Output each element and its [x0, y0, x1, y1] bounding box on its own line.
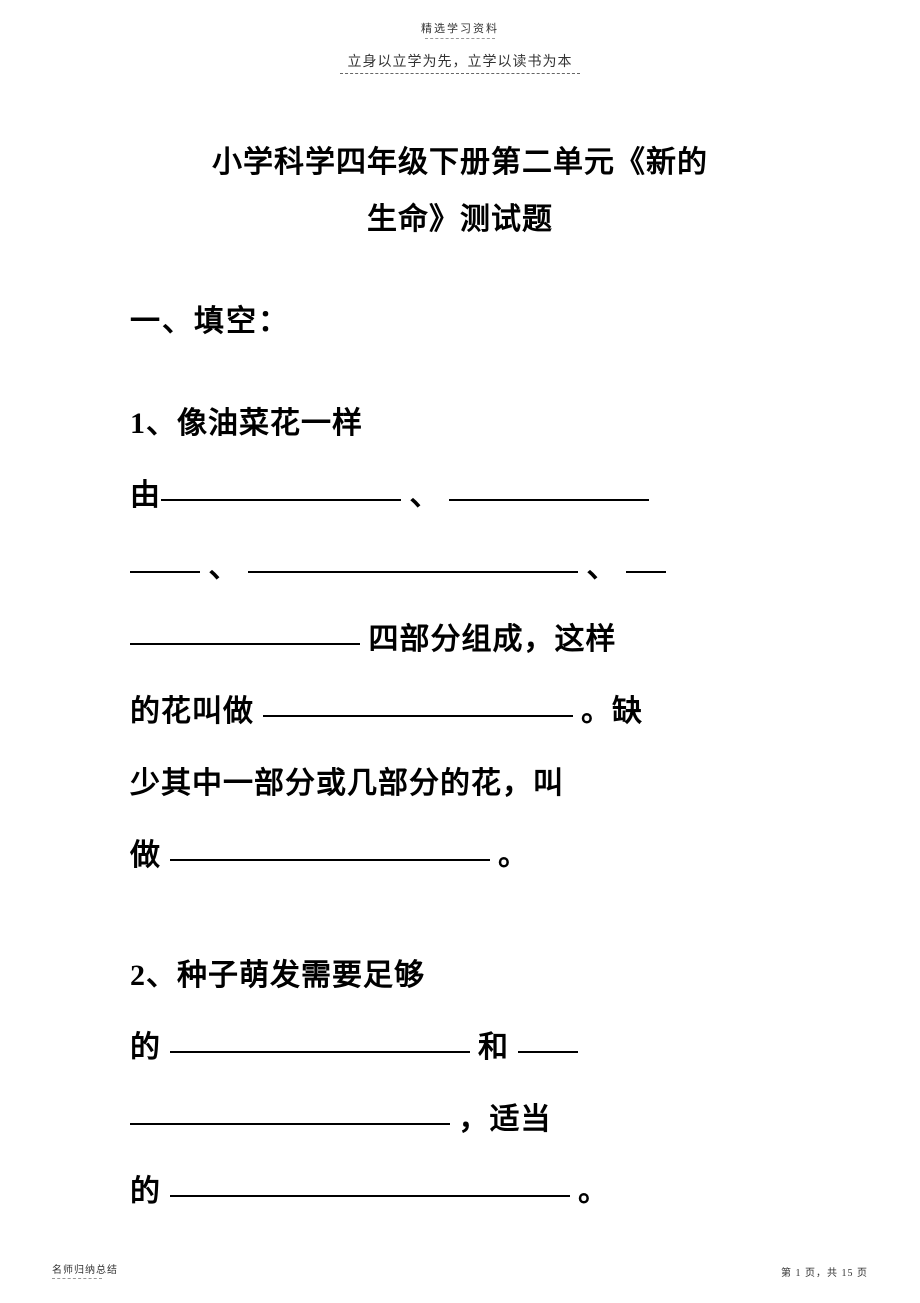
blank	[130, 1122, 450, 1125]
section-heading: 一、填空：	[130, 296, 790, 340]
title-line2: 生命》测试题	[367, 203, 553, 236]
content-area: 小学科学四年级下册第二单元《新的 生命》测试题 一、填空： 1、像油菜花一样 由…	[0, 74, 920, 1228]
q2-text: 的	[130, 1175, 161, 1208]
question-1: 1、像油菜花一样 由 、 、 、 四部分组成，这样 的花叫做 。缺 少其中一部分…	[130, 388, 790, 892]
q1-text: 做	[130, 839, 161, 872]
blank	[170, 1194, 570, 1197]
q1-text: 少其中一部分或几部分的花，叫	[130, 767, 564, 800]
q2-text: 2、种子萌发需要足够	[130, 959, 425, 992]
q2-text: ，适当	[459, 1103, 552, 1136]
header-motto: 立身以立学为先，立学以读书为本	[0, 51, 920, 71]
title-line1: 小学科学四年级下册第二单元《新的	[212, 146, 708, 179]
blank	[626, 570, 666, 573]
blank	[263, 714, 573, 717]
q1-text: 1、像油菜花一样	[130, 407, 363, 440]
q1-text: 四部分组成，这样	[369, 623, 617, 656]
blank	[518, 1050, 578, 1053]
blank	[170, 858, 490, 861]
question-2: 2、种子萌发需要足够 的 和 ，适当 的 。	[130, 940, 790, 1228]
q2-text: 和	[478, 1031, 518, 1064]
q1-text: 由	[130, 479, 161, 512]
q1-text: 、	[410, 479, 441, 512]
q2-text: 的	[130, 1031, 161, 1064]
q1-text: 。	[498, 839, 529, 872]
document-title: 小学科学四年级下册第二单元《新的 生命》测试题	[130, 134, 790, 248]
blank	[449, 498, 649, 501]
blank	[248, 570, 578, 573]
q1-text: 、	[209, 551, 240, 584]
blank	[161, 498, 401, 501]
header-small-text: 精选学习资料	[0, 0, 920, 36]
blank	[130, 570, 200, 573]
header-dash-top	[425, 38, 495, 39]
blank	[170, 1050, 470, 1053]
footer-left-text: 名师归纳总结	[52, 1265, 118, 1276]
q1-text: 的花叫做	[130, 695, 263, 728]
footer-right: 第 1 页，共 15 页	[781, 1264, 868, 1279]
footer-left-dash	[52, 1278, 102, 1279]
q1-text: 。缺	[581, 695, 643, 728]
q2-text: 。	[578, 1175, 609, 1208]
blank	[130, 642, 360, 645]
footer-left: 名师归纳总结	[52, 1261, 118, 1279]
q1-text: 、	[587, 551, 618, 584]
